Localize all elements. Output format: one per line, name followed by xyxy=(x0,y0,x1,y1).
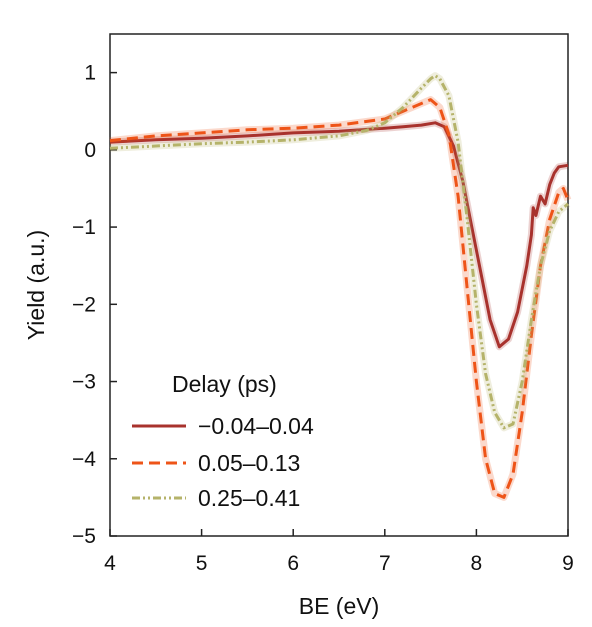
series-1-error-band xyxy=(109,119,569,351)
y-axis-ticks: 1 0 −1 −2 −3 −4 −5 xyxy=(72,62,117,548)
y-tick-label: −1 xyxy=(72,216,96,239)
y-tick-label: 0 xyxy=(84,139,96,162)
x-tick-label: 4 xyxy=(104,552,116,575)
legend-title: Delay (ps) xyxy=(172,371,277,397)
series-layer xyxy=(109,72,572,501)
y-tick-label: −3 xyxy=(72,371,96,394)
series-1-line xyxy=(109,121,569,349)
x-tick-label: 8 xyxy=(471,552,483,575)
series-2-line xyxy=(109,98,570,499)
legend: Delay (ps) −0.04–0.04 0.05–0.13 0.25–0.4… xyxy=(132,371,314,511)
x-axis-ticks: 4 5 6 7 8 9 xyxy=(104,529,574,575)
x-axis-title: BE (eV) xyxy=(299,593,380,619)
plot-frame xyxy=(109,33,569,537)
y-tick-label: −2 xyxy=(72,293,96,316)
legend-label-series-3: 0.25–0.41 xyxy=(198,485,300,511)
x-tick-label: 6 xyxy=(287,552,299,575)
legend-label-series-1: −0.04–0.04 xyxy=(198,413,314,439)
legend-label-series-2: 0.05–0.13 xyxy=(198,450,300,476)
y-tick-label: −4 xyxy=(72,448,96,471)
series-3-line xyxy=(109,74,569,430)
x-tick-label: 9 xyxy=(562,552,574,575)
y-tick-label: −5 xyxy=(72,525,96,548)
series-2-error-band xyxy=(109,96,572,501)
y-axis-title: Yield (a.u.) xyxy=(23,230,49,340)
y-tick-label: 1 xyxy=(84,62,96,85)
x-tick-label: 7 xyxy=(379,552,391,575)
x-tick-label: 5 xyxy=(196,552,208,575)
